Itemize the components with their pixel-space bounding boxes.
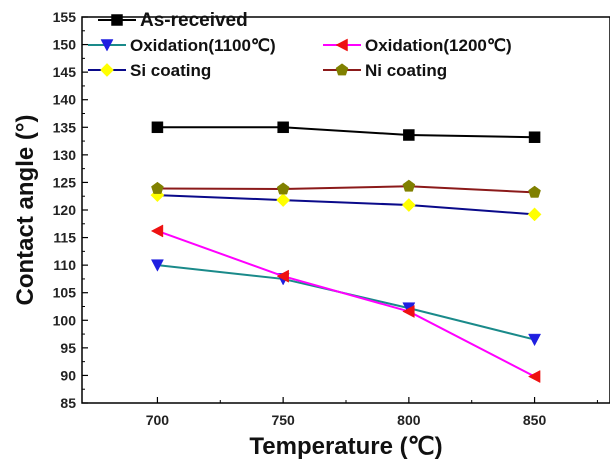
series-line xyxy=(157,185,535,194)
x-tick-label: 700 xyxy=(146,412,170,428)
y-axis-title: Contact angle (°) xyxy=(12,115,39,306)
y-tick-label: 135 xyxy=(53,119,77,135)
series-layer xyxy=(150,121,542,383)
data-point xyxy=(527,370,541,383)
data-point xyxy=(403,129,415,141)
y-axis: 85 90 95 100 105 110 115 120 125 130 135 140 145 150 1… xyxy=(53,9,88,411)
legend-entry: Oxidation(1200℃) xyxy=(323,36,512,55)
y-tick-label: 100 xyxy=(53,312,77,328)
legend-entry: As-received xyxy=(98,10,248,31)
y-tick-label: 140 xyxy=(53,92,77,108)
legend-label: Si coating xyxy=(130,61,211,80)
data-point xyxy=(151,181,164,194)
data-point xyxy=(401,198,416,212)
series-line xyxy=(157,126,535,139)
y-tick-label: 150 xyxy=(53,37,77,53)
series-line xyxy=(157,194,535,216)
series-line xyxy=(157,264,535,341)
data-point xyxy=(150,224,164,238)
series-1 xyxy=(150,259,542,347)
y-tick-label: 120 xyxy=(53,202,77,218)
series-3 xyxy=(150,188,542,222)
y-tick-label: 145 xyxy=(53,64,77,80)
y-tick-label: 110 xyxy=(53,257,76,273)
series-4 xyxy=(151,179,541,198)
data-point xyxy=(150,259,164,272)
data-point xyxy=(402,179,416,192)
y-tick-label: 125 xyxy=(53,174,77,190)
data-point xyxy=(151,121,164,134)
series-line xyxy=(157,230,536,378)
data-point xyxy=(527,207,542,222)
x-tick-label: 800 xyxy=(397,412,421,428)
data-point xyxy=(528,185,541,198)
y-tick-label: 90 xyxy=(60,367,76,383)
data-point xyxy=(528,131,541,143)
y-tick-label: 130 xyxy=(53,147,77,163)
y-tick-label: 105 xyxy=(53,285,77,301)
legend-marker xyxy=(100,39,114,52)
y-tick-label: 155 xyxy=(53,9,77,25)
legend-entry: Oxidation(1100℃) xyxy=(88,36,276,55)
legend-marker xyxy=(100,63,114,77)
legend-label: As-received xyxy=(140,10,248,31)
legend-entry: Ni coating xyxy=(323,61,447,80)
data-point xyxy=(277,121,289,134)
data-point xyxy=(528,333,542,347)
series-0 xyxy=(151,121,541,143)
x-tick-label: 850 xyxy=(523,412,547,428)
legend: As-received Oxidation(1100℃) Oxidation(120… xyxy=(88,10,512,80)
data-point xyxy=(276,269,289,283)
series-2 xyxy=(150,224,541,383)
data-point xyxy=(402,304,415,318)
y-tick-label: 95 xyxy=(60,340,76,356)
data-point xyxy=(276,193,291,208)
data-point xyxy=(276,182,290,195)
legend-entry: Si coating xyxy=(88,61,211,80)
legend-marker xyxy=(111,14,123,26)
legend-label: Oxidation(1100℃) xyxy=(130,36,276,55)
legend-label: Ni coating xyxy=(365,61,447,80)
x-axis-title: Temperature (℃) xyxy=(249,433,442,460)
legend-marker xyxy=(335,38,348,52)
y-tick-label: 115 xyxy=(53,230,76,246)
legend-label: Oxidation(1200℃) xyxy=(365,36,512,55)
x-tick-label: 750 xyxy=(271,412,295,428)
x-axis: 700 750 800 850 xyxy=(146,397,598,428)
legend-marker xyxy=(335,63,349,76)
y-tick-label: 85 xyxy=(60,395,76,411)
